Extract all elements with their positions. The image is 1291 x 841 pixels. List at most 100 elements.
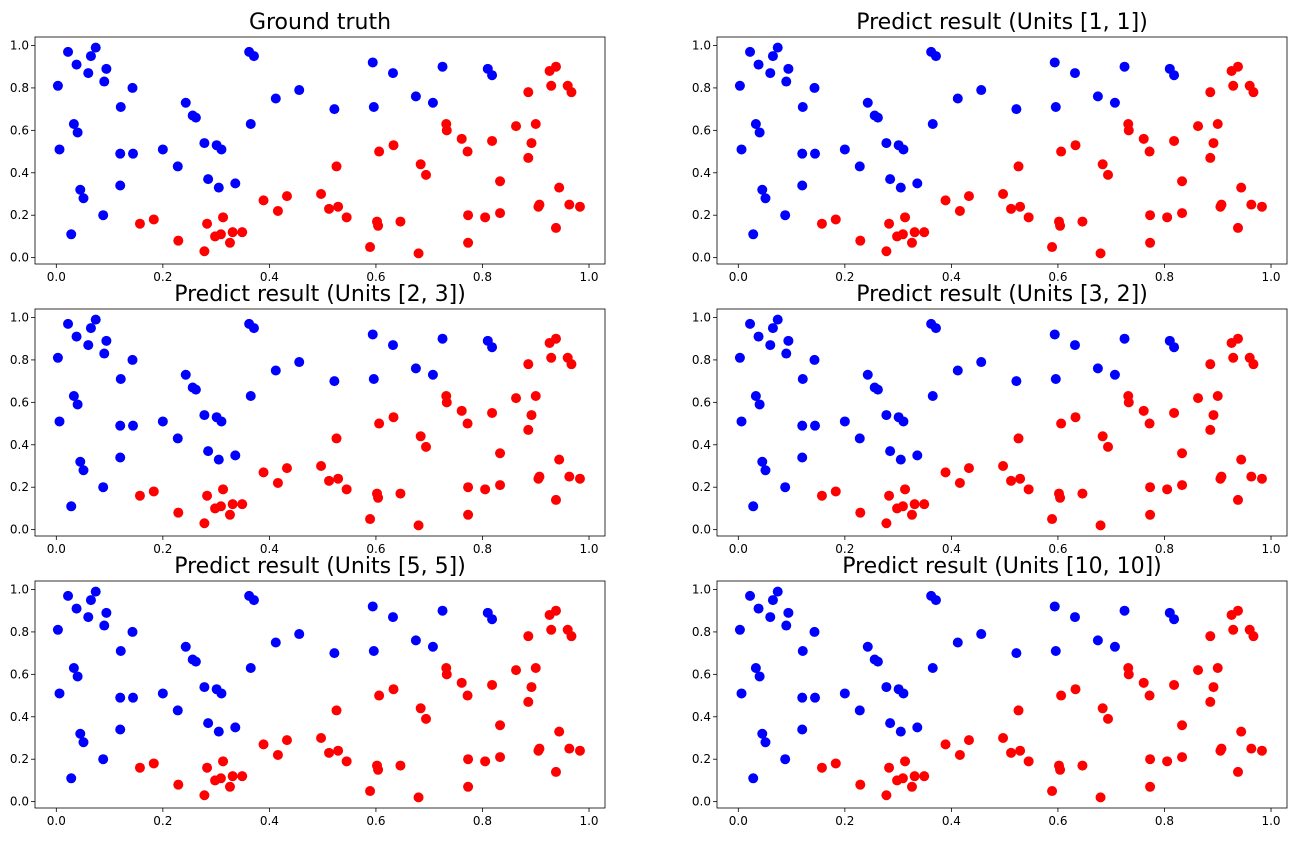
scatter-point — [1006, 747, 1017, 758]
scatter-point — [810, 420, 821, 431]
y-tick-label: 0.6 — [10, 123, 29, 137]
scatter-point — [294, 85, 305, 96]
scatter-point — [1232, 494, 1243, 505]
scatter-point — [413, 248, 424, 259]
scatter-point — [180, 641, 191, 652]
scatter-point — [272, 749, 283, 760]
scatter-point — [881, 682, 892, 693]
scatter-point — [437, 61, 448, 72]
scatter-point — [215, 501, 226, 512]
scatter-point — [1248, 87, 1259, 98]
scatter-point — [367, 601, 378, 612]
scatter-point — [495, 176, 506, 187]
scatter-point — [395, 760, 406, 771]
scatter-point — [830, 758, 841, 769]
x-tick-label: 0.0 — [47, 542, 66, 556]
y-tick-label: 0.8 — [10, 353, 29, 367]
x-tick-label: 0.0 — [729, 270, 748, 284]
scatter-point — [427, 641, 438, 652]
y-tick-label: 0.4 — [692, 438, 711, 452]
scatter-point — [213, 454, 224, 465]
y-tick-label: 0.8 — [10, 81, 29, 95]
scatter-point — [1103, 713, 1114, 724]
x-tick-label: 0.2 — [153, 542, 172, 556]
scatter-point — [227, 499, 238, 510]
scatter-point — [1232, 766, 1243, 777]
scatter-point — [895, 454, 906, 465]
y-tick-label: 0.6 — [10, 395, 29, 409]
x-tick-label: 1.0 — [579, 270, 598, 284]
scatter-point — [1070, 412, 1081, 423]
scatter-point — [780, 754, 791, 765]
scatter-point — [199, 682, 210, 693]
scatter-point — [1216, 743, 1227, 754]
scatter-point — [1177, 480, 1188, 491]
scatter-point — [316, 732, 327, 743]
scatter-point — [1047, 514, 1058, 525]
scatter-point — [564, 199, 575, 210]
scatter-point — [90, 314, 101, 325]
scatter-point — [765, 68, 776, 79]
scatter-point — [550, 61, 561, 72]
scatter-point — [1119, 333, 1130, 344]
scatter-point — [272, 477, 283, 488]
axes-frame — [716, 580, 1288, 809]
scatter-point — [797, 148, 808, 159]
scatter-point — [927, 390, 938, 401]
panel-title: Predict result (Units [10, 10]) — [842, 554, 1162, 579]
scatter-point — [554, 182, 565, 193]
scatter-point — [341, 756, 352, 767]
scatter-point — [83, 340, 94, 351]
x-tick-label: 0.4 — [942, 270, 961, 284]
scatter-point — [1228, 624, 1239, 635]
scatter-point — [753, 331, 764, 342]
y-tick-label: 0.0 — [10, 523, 29, 537]
scatter-point — [900, 484, 911, 495]
scatter-point — [85, 595, 96, 606]
scatter-point — [534, 743, 545, 754]
scatter-point — [1145, 509, 1156, 520]
y-tick-label: 0.6 — [10, 667, 29, 681]
y-tick-label: 0.2 — [692, 208, 711, 222]
scatter-point — [1077, 760, 1088, 771]
scatter-point — [128, 692, 139, 703]
scatter-panel-2: Predict result (Units [1, 1]) 0.0 0.2 0.4 0.… — [692, 10, 1288, 284]
scatter-point — [797, 646, 808, 657]
x-tick-label: 0.2 — [835, 814, 854, 828]
scatter-point — [952, 637, 963, 648]
x-tick-label: 0.8 — [473, 814, 492, 828]
scatter-point — [906, 509, 917, 520]
scatter-point — [199, 410, 210, 421]
scatter-point — [1056, 146, 1067, 157]
scatter-point — [754, 127, 765, 138]
scatter-point — [765, 612, 776, 623]
scatter-point — [115, 692, 126, 703]
scatter-point — [1236, 454, 1247, 465]
scatter-point — [1216, 471, 1227, 482]
x-tick-label: 0.2 — [835, 542, 854, 556]
scatter-point — [839, 144, 850, 155]
scatter-point — [148, 486, 159, 497]
scatter-point — [1056, 418, 1067, 429]
scatter-point — [75, 184, 86, 195]
scatter-point — [1109, 369, 1120, 380]
scatter-point — [765, 340, 776, 351]
scatter-point — [388, 684, 399, 695]
scatter-point — [415, 431, 426, 442]
scatter-point — [897, 229, 908, 240]
scatter-point — [270, 365, 281, 376]
scatter-point — [180, 97, 191, 108]
scatter-point — [1097, 159, 1108, 170]
scatter-point — [1138, 405, 1149, 416]
scatter-panel-3: Predict result (Units [2, 3]) 0.0 0.2 0.4 0.… — [10, 282, 606, 556]
scatter-point — [68, 662, 79, 673]
y-tick-label: 1.0 — [692, 582, 711, 596]
scatter-point — [374, 690, 385, 701]
scatter-point — [1013, 161, 1024, 172]
scatter-point — [1055, 492, 1066, 503]
scatter-point — [906, 237, 917, 248]
scatter-point — [1248, 631, 1259, 642]
scatter-point — [523, 87, 534, 98]
scatter-point — [736, 688, 747, 699]
scatter-point — [245, 118, 256, 129]
